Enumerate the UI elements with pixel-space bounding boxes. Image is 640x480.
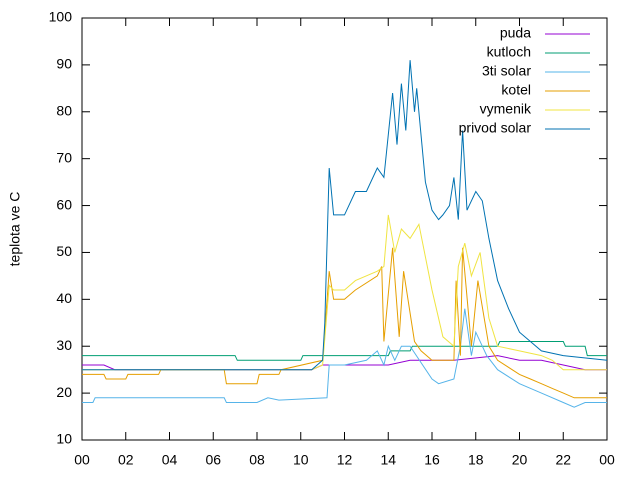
legend-label: kutloch xyxy=(487,44,531,60)
series-line xyxy=(82,355,607,371)
legend-label: 3ti solar xyxy=(482,63,531,79)
x-tick-label: 10 xyxy=(293,452,309,468)
y-tick-label: 50 xyxy=(56,243,72,259)
y-tick-label: 100 xyxy=(49,9,73,25)
y-tick-label: 70 xyxy=(56,149,72,165)
y-tick-label: 30 xyxy=(56,337,72,353)
legend-label: kotel xyxy=(501,82,531,98)
legend-label: vymenik xyxy=(480,101,532,117)
series-line xyxy=(82,214,607,371)
x-tick-label: 00 xyxy=(74,452,90,468)
y-axis-label: teplota ve C xyxy=(7,192,23,267)
series-line xyxy=(82,308,607,408)
x-tick-label: 00 xyxy=(599,452,615,468)
legend-label: privod solar xyxy=(459,120,532,136)
x-tick-label: 06 xyxy=(205,452,221,468)
x-tick-label: 18 xyxy=(468,452,484,468)
y-tick-label: 90 xyxy=(56,56,72,72)
y-tick-label: 20 xyxy=(56,384,72,400)
legend-label: puda xyxy=(500,25,531,41)
y-tick-label: 40 xyxy=(56,290,72,306)
x-tick-label: 22 xyxy=(555,452,571,468)
x-tick-label: 04 xyxy=(162,452,178,468)
x-tick-label: 12 xyxy=(337,452,353,468)
x-tick-label: 08 xyxy=(249,452,265,468)
y-tick-label: 10 xyxy=(56,431,72,447)
series-line xyxy=(82,60,608,371)
y-tick-label: 80 xyxy=(56,102,72,118)
x-tick-label: 02 xyxy=(118,452,134,468)
x-tick-label: 14 xyxy=(380,452,396,468)
x-tick-label: 16 xyxy=(424,452,440,468)
x-tick-label: 20 xyxy=(512,452,528,468)
series-line xyxy=(82,247,607,399)
series-line xyxy=(82,341,607,361)
y-tick-label: 60 xyxy=(56,196,72,212)
